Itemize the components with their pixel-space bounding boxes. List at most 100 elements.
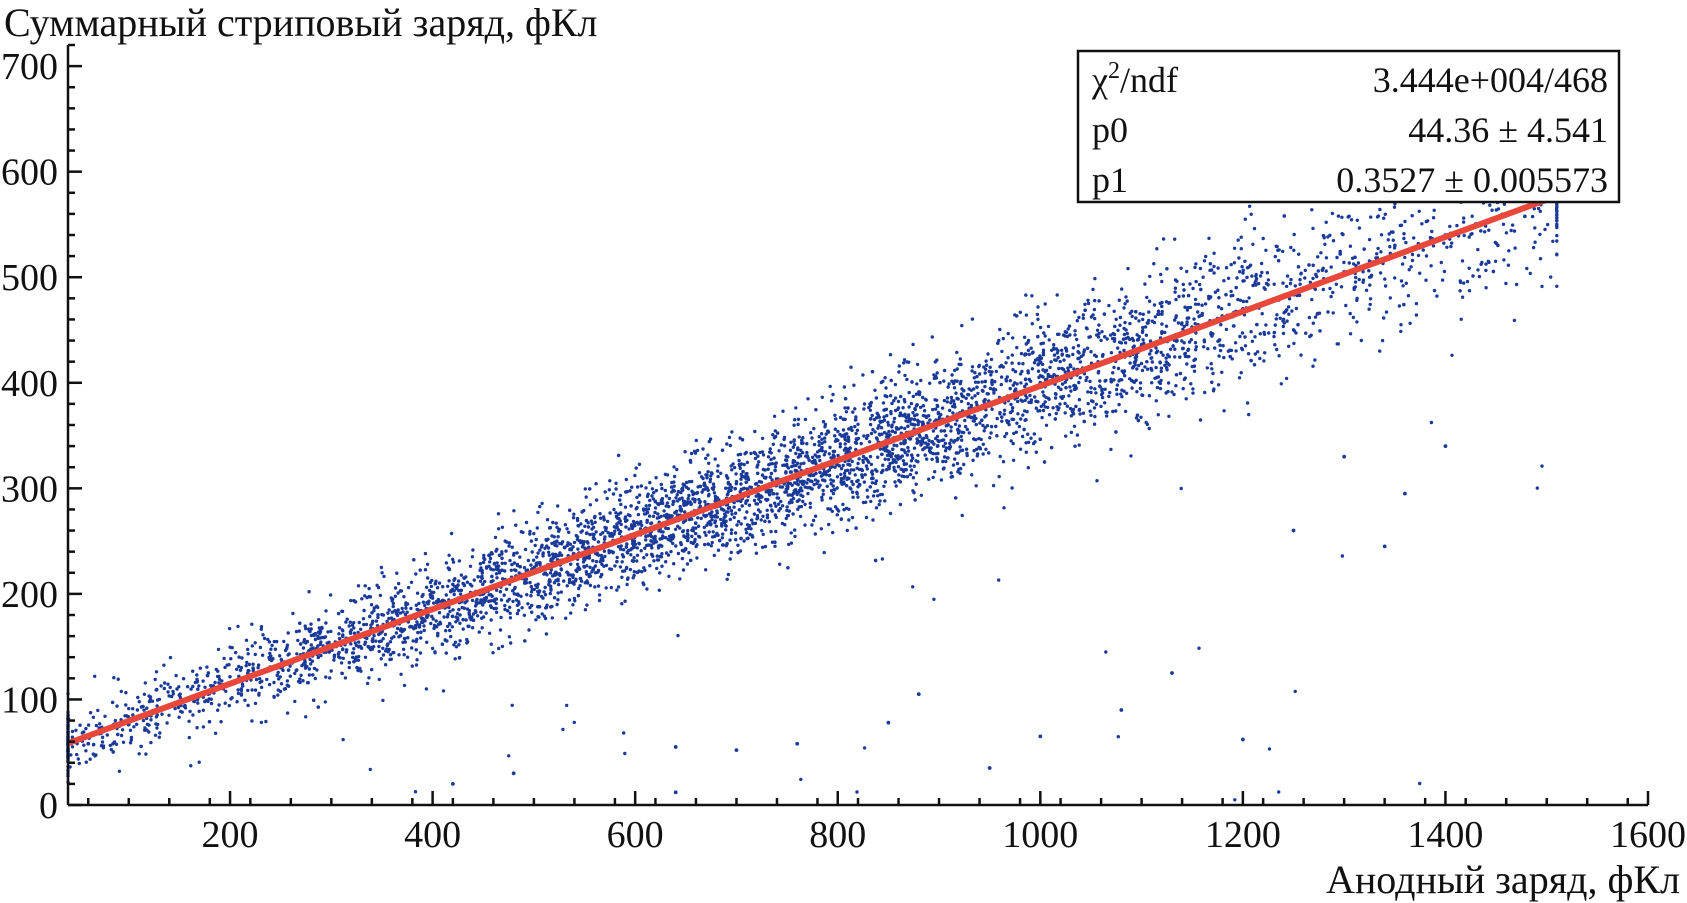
scatter-point — [499, 616, 502, 619]
scatter-point — [774, 462, 777, 465]
scatter-point — [464, 575, 467, 578]
scatter-point — [944, 442, 947, 445]
scatter-point — [1136, 414, 1139, 417]
scatter-point — [980, 419, 983, 422]
scatter-point — [983, 429, 986, 432]
scatter-point — [372, 609, 375, 612]
scatter-point — [254, 641, 257, 644]
scatter-point — [941, 439, 944, 442]
scatter-point — [295, 630, 298, 633]
scatter-point — [950, 425, 953, 428]
scatter-point — [818, 455, 821, 458]
scatter-point — [897, 370, 900, 373]
scatter-point — [672, 488, 675, 491]
scatter-point — [174, 674, 177, 677]
scatter-point — [1243, 260, 1246, 263]
scatter-point — [289, 675, 292, 678]
scatter-point — [928, 382, 931, 385]
scatter-point — [93, 675, 96, 678]
scatter-point — [683, 535, 686, 538]
scatter-point — [887, 423, 890, 426]
scatter-point — [103, 715, 106, 718]
scatter-point — [1062, 358, 1065, 361]
scatter-point — [1122, 390, 1125, 393]
scatter-point — [1186, 349, 1189, 352]
scatter-point — [743, 463, 746, 466]
scatter-point — [302, 646, 305, 649]
scatter-point — [944, 460, 947, 463]
scatter-point — [1019, 399, 1022, 402]
scatter-point — [1066, 405, 1069, 408]
scatter-point — [160, 713, 163, 716]
scatter-point — [912, 476, 915, 479]
scatter-point — [495, 611, 498, 614]
scatter-point — [1260, 271, 1263, 274]
scatter-point — [1052, 343, 1055, 346]
scatter-point — [544, 586, 547, 589]
scatter-point — [1003, 409, 1006, 412]
scatter-point — [1440, 261, 1443, 264]
scatter-point — [259, 646, 262, 649]
scatter-point — [892, 399, 895, 402]
scatter-point — [266, 638, 269, 641]
scatter-point — [96, 709, 99, 712]
scatter-point — [1321, 269, 1324, 272]
scatter-point — [645, 504, 648, 507]
scatter-point — [946, 385, 949, 388]
scatter-point — [1093, 423, 1096, 426]
scatter-point — [760, 529, 763, 532]
scatter-point — [515, 551, 518, 554]
scatter-point — [905, 462, 908, 465]
scatter-point — [344, 676, 347, 679]
scatter-point — [834, 505, 837, 508]
scatter-point — [348, 624, 351, 627]
scatter-point — [188, 736, 191, 739]
scatter-point — [671, 542, 674, 545]
scatter-point — [843, 385, 846, 388]
scatter-point — [1069, 389, 1072, 392]
scatter-point — [1116, 329, 1119, 332]
scatter-point — [397, 582, 400, 585]
scatter-point — [409, 625, 412, 628]
scatter-point — [388, 608, 391, 611]
scatter-point — [536, 615, 539, 618]
x-axis-title: Анодный заряд, фКл — [1326, 857, 1680, 902]
scatter-point — [1466, 280, 1469, 283]
scatter-point — [1304, 332, 1307, 335]
scatter-point — [275, 640, 278, 643]
scatter-point — [1225, 328, 1228, 331]
scatter-point — [1551, 240, 1554, 243]
scatter-point — [697, 498, 700, 501]
scatter-point — [1369, 297, 1372, 300]
scatter-point — [390, 616, 393, 619]
scatter-point — [497, 527, 500, 530]
scatter-point — [1134, 310, 1137, 313]
scatter-point — [941, 406, 944, 409]
scatter-point — [342, 657, 345, 660]
scatter-point — [934, 360, 937, 363]
scatter-point — [1013, 313, 1016, 316]
scatter-point — [1182, 387, 1185, 390]
scatter-point — [1012, 432, 1015, 435]
scatter-point — [1246, 401, 1249, 404]
scatter-point — [425, 641, 428, 644]
scatter-point — [1186, 306, 1189, 309]
scatter-point — [855, 491, 858, 494]
scatter-point — [95, 724, 98, 727]
scatter-point — [131, 707, 134, 710]
scatter-point — [872, 494, 875, 497]
scatter-point — [751, 522, 754, 525]
scatter-point — [1087, 302, 1090, 305]
scatter-point — [466, 581, 469, 584]
scatter-point — [431, 594, 434, 597]
scatter-point — [986, 352, 989, 355]
scatter-point — [820, 446, 823, 449]
scatter-point — [944, 434, 947, 437]
scatter-point — [844, 442, 847, 445]
scatter-point — [1233, 261, 1236, 264]
scatter-point — [1329, 295, 1332, 298]
scatter-point — [973, 376, 976, 379]
scatter-point — [619, 511, 622, 514]
scatter-point — [1174, 384, 1177, 387]
scatter-point — [726, 510, 729, 513]
